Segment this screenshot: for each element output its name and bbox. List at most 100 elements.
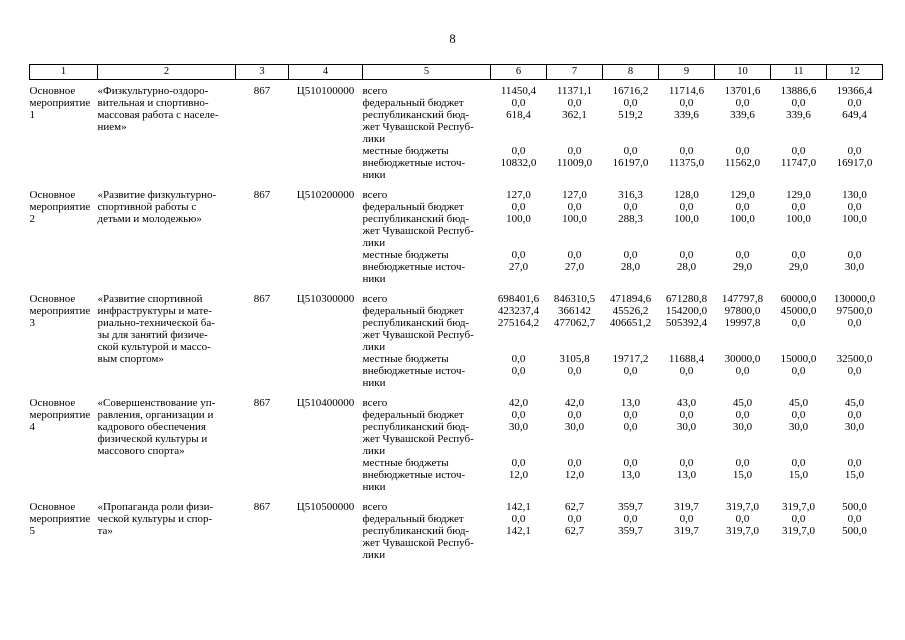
amount-cell: 100,0 bbox=[730, 212, 755, 225]
amount-cell: 0,0 bbox=[511, 352, 526, 365]
funding-source-label: местные бюджеты bbox=[362, 456, 449, 469]
amount-cell: 11375,0 bbox=[668, 156, 705, 169]
funding-source-label: федеральный бюджет bbox=[362, 200, 464, 213]
amount-cell: 19717,2 bbox=[612, 352, 649, 365]
amount-cell: 13,0 bbox=[620, 396, 641, 409]
amount-cell: 27,0 bbox=[508, 260, 529, 273]
target-article-cell: Ц510100000 bbox=[296, 84, 355, 97]
row-spacer-cell bbox=[30, 493, 883, 501]
amount-cell: 319,7 bbox=[674, 524, 699, 537]
amount-cell: 0,0 bbox=[567, 456, 582, 469]
amount-cell: 0,0 bbox=[511, 456, 526, 469]
amount-cell: 359,7 bbox=[618, 524, 643, 537]
amount-cell: 339,6 bbox=[674, 108, 699, 121]
funding-source-row: местные бюджеты 0,0 0,0 0,0 0,0 0,0 0,0 0,0 bbox=[30, 249, 883, 261]
column-number-row: 1 2 3 4 5 6 7 8 9 10 11 12 bbox=[29, 64, 883, 80]
amount-cell: 30,0 bbox=[508, 420, 529, 433]
amount-cell: 16716,2 bbox=[612, 84, 649, 97]
target-article-cell: Ц510200000 bbox=[296, 188, 355, 201]
measure-name-cell: Основное мероприятие 3 bbox=[29, 292, 91, 329]
funding-source-row: внебюджетные источ- ники 10832,0 11009,0 16… bbox=[30, 157, 883, 181]
funding-source-row: Основное мероприятие 4 «Совершенствование… bbox=[30, 396, 883, 457]
amount-cell: 0,0 bbox=[679, 456, 694, 469]
amount-cell: 97800,0 bbox=[724, 304, 761, 317]
funding-source-label: внебюджетные источ- ники bbox=[362, 364, 466, 389]
measure-name-cell: Основное мероприятие 5 bbox=[29, 500, 91, 537]
grbs-code-cell: 867 bbox=[253, 500, 271, 513]
amount-cell: 142,1 bbox=[506, 500, 531, 513]
amount-cell: 0,0 bbox=[567, 512, 582, 525]
funding-source-label: всего bbox=[362, 84, 388, 97]
amount-cell: 0,0 bbox=[791, 408, 806, 421]
measure-title-cell: «Развитие физкультурно- спортивной работ… bbox=[97, 188, 217, 225]
amount-cell: 28,0 bbox=[620, 260, 641, 273]
amount-cell: 0,0 bbox=[791, 316, 806, 329]
funding-source-row: Основное мероприятие 5 «Пропаганда роли ф… bbox=[30, 500, 883, 537]
amount-cell: 0,0 bbox=[567, 96, 582, 109]
funding-source-row: внебюджетные источ- ники 27,0 27,0 28,0 28,0… bbox=[30, 261, 883, 285]
amount-cell: 32500,0 bbox=[836, 352, 873, 365]
amount-cell: 0,0 bbox=[735, 96, 750, 109]
amount-cell: 42,0 bbox=[564, 396, 585, 409]
amount-cell: 45,0 bbox=[844, 396, 865, 409]
column-number-header: 2 bbox=[97, 64, 236, 80]
column-number-header: 6 bbox=[490, 64, 547, 80]
funding-source-label: республиканский бюд- жет Чувашской Респу… bbox=[362, 316, 474, 353]
funding-source-row: республиканский бюд- жет Чувашской Респу… bbox=[30, 525, 883, 561]
amount-cell: 45,0 bbox=[732, 396, 753, 409]
amount-cell: 0,0 bbox=[735, 144, 750, 157]
funding-source-label: республиканский бюд- жет Чувашской Респу… bbox=[362, 108, 474, 145]
measure-title-cell: «Совершенствование уп- равления, организ… bbox=[97, 396, 216, 457]
target-article-cell: Ц510400000 bbox=[296, 396, 355, 409]
amount-cell: 0,0 bbox=[847, 248, 862, 261]
amount-cell: 100,0 bbox=[506, 212, 531, 225]
amount-cell: 11747,0 bbox=[780, 156, 817, 169]
funding-source-row: Основное мероприятие 1 «Физкультурно-оздо… bbox=[30, 84, 883, 133]
funding-source-label: местные бюджеты bbox=[362, 352, 449, 365]
column-number-header: 7 bbox=[546, 64, 603, 80]
funding-source-label: внебюджетные источ- ники bbox=[362, 260, 466, 285]
funding-source-label: республиканский бюд- жет Чувашской Респу… bbox=[362, 212, 474, 249]
amount-cell: 0,0 bbox=[735, 408, 750, 421]
amount-cell: 0,0 bbox=[679, 96, 694, 109]
amount-cell: 0,0 bbox=[847, 408, 862, 421]
amount-cell: 0,0 bbox=[679, 512, 694, 525]
amount-cell: 0,0 bbox=[623, 248, 638, 261]
amount-cell: 0,0 bbox=[511, 512, 526, 525]
amount-cell: 0,0 bbox=[567, 408, 582, 421]
amount-cell: 13886,6 bbox=[780, 84, 817, 97]
amount-cell: 0,0 bbox=[679, 248, 694, 261]
amount-cell: 147797,8 bbox=[721, 292, 764, 305]
amount-cell: 0,0 bbox=[511, 408, 526, 421]
amount-cell: 319,7,0 bbox=[726, 524, 759, 537]
amount-cell: 0,0 bbox=[623, 200, 638, 213]
amount-cell: 15,0 bbox=[788, 468, 809, 481]
amount-cell: 27,0 bbox=[564, 260, 585, 273]
amount-cell: 0,0 bbox=[791, 364, 806, 377]
amount-cell: 0,0 bbox=[679, 200, 694, 213]
amount-cell: 0,0 bbox=[847, 200, 862, 213]
amount-cell: 62,7 bbox=[564, 524, 585, 537]
amount-cell: 30,0 bbox=[732, 420, 753, 433]
amount-cell: 19997,8 bbox=[724, 316, 761, 329]
measure-title-cell: «Физкультурно-оздоро- вительная и спорти… bbox=[97, 84, 219, 133]
amount-cell: 154200,0 bbox=[665, 304, 708, 317]
funding-source-label: федеральный бюджет bbox=[362, 96, 464, 109]
amount-cell: 30000,0 bbox=[724, 352, 761, 365]
amount-cell: 316,3 bbox=[618, 188, 643, 201]
funding-source-label: внебюджетные источ- ники bbox=[362, 468, 466, 493]
amount-cell: 15000,0 bbox=[780, 352, 817, 365]
amount-cell: 127,0 bbox=[506, 188, 531, 201]
amount-cell: 12,0 bbox=[508, 468, 529, 481]
amount-cell: 319,7,0 bbox=[782, 524, 815, 537]
amount-cell: 0,0 bbox=[791, 456, 806, 469]
amount-cell: 11009,0 bbox=[556, 156, 593, 169]
amount-cell: 339,6 bbox=[730, 108, 755, 121]
amount-cell: 11714,6 bbox=[668, 84, 705, 97]
amount-cell: 0,0 bbox=[623, 408, 638, 421]
amount-cell: 846310,5 bbox=[553, 292, 596, 305]
amount-cell: 0,0 bbox=[791, 96, 806, 109]
amount-cell: 13701,6 bbox=[724, 84, 761, 97]
amount-cell: 11562,0 bbox=[724, 156, 761, 169]
amount-cell: 11688,4 bbox=[668, 352, 705, 365]
